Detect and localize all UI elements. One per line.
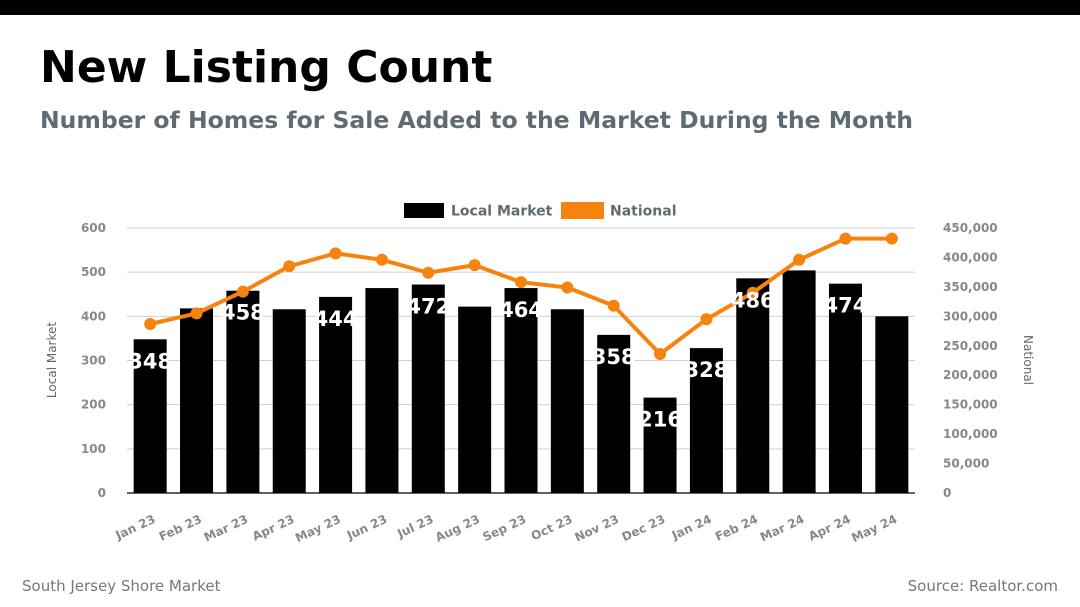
national-point — [700, 313, 713, 326]
x-tick-label: Jan 23 — [113, 512, 158, 543]
x-tick-label: Apr 24 — [806, 512, 852, 544]
y-right-tick-label: 250,000 — [943, 339, 998, 353]
x-tick-label: Sep 23 — [480, 512, 528, 544]
y-left-tick-label: 100 — [81, 442, 106, 456]
bar-data-label: 464 — [499, 298, 543, 322]
x-tick-label: Feb 24 — [713, 512, 760, 544]
y-right-tick-label: 450,000 — [943, 221, 998, 235]
x-tick-label: Mar 24 — [758, 512, 806, 544]
x-tick-label: Jun 23 — [344, 512, 389, 543]
national-point — [375, 253, 388, 266]
bar-data-label: 358 — [592, 345, 636, 369]
bar — [828, 283, 862, 493]
bar — [226, 290, 260, 493]
bar — [504, 288, 538, 493]
y-right-tick-label: 400,000 — [943, 250, 998, 264]
bar — [365, 288, 399, 493]
national-point — [607, 299, 620, 312]
y-right-tick-label: 50,000 — [943, 457, 989, 471]
bar — [411, 284, 445, 493]
y-left-tick-label: 300 — [81, 354, 106, 368]
bar — [643, 397, 677, 493]
page-title: New Listing Count — [40, 42, 493, 93]
national-point — [746, 286, 759, 299]
bar — [180, 308, 214, 493]
national-point — [190, 307, 203, 320]
national-point — [654, 348, 667, 361]
x-tick-label: Apr 23 — [250, 512, 296, 544]
y-right-tick-label: 200,000 — [943, 368, 998, 382]
national-point — [468, 259, 481, 272]
x-tick-label: Mar 23 — [202, 512, 250, 544]
x-tick-label: Jul 23 — [394, 512, 435, 541]
legend-swatch-local — [404, 203, 444, 218]
bar — [458, 306, 492, 493]
national-point — [839, 232, 852, 245]
y-right-axis-title: National — [1021, 335, 1035, 385]
legend-label-national: National — [610, 204, 677, 220]
national-point — [515, 276, 527, 289]
source-credit: Source: Realtor.com — [907, 577, 1058, 595]
national-point — [561, 281, 574, 294]
x-tick-label: Jan 24 — [669, 512, 714, 543]
bar — [272, 309, 306, 493]
x-tick-label: Dec 23 — [620, 512, 668, 544]
bar — [550, 309, 584, 493]
national-point — [422, 266, 435, 279]
national-point — [329, 247, 342, 260]
y-right-tick-label: 100,000 — [943, 427, 998, 441]
y-right-tick-label: 350,000 — [943, 280, 998, 294]
bar-data-label: 474 — [824, 294, 868, 318]
bar-data-label: 328 — [684, 358, 728, 382]
national-point — [283, 260, 296, 273]
legend-label-local: Local Market — [451, 204, 553, 220]
x-tick-label: May 23 — [293, 512, 343, 545]
x-tick-label: Aug 23 — [433, 512, 482, 545]
national-point — [236, 285, 249, 298]
x-tick-label: May 24 — [849, 512, 899, 545]
national-point — [144, 317, 157, 330]
bar — [736, 278, 770, 493]
x-tick-label: Feb 23 — [157, 512, 204, 544]
y-left-axis-title: Local Market — [45, 322, 59, 398]
y-right-tick-label: 300,000 — [943, 309, 998, 323]
y-left-tick-label: 0 — [98, 486, 106, 500]
page-subtitle: Number of Homes for Sale Added to the Ma… — [40, 106, 913, 134]
bar-data-label: 458 — [221, 301, 265, 325]
bar — [133, 339, 167, 493]
y-left-tick-label: 400 — [81, 309, 106, 323]
legend-swatch-national — [561, 202, 604, 219]
y-left-tick-label: 600 — [81, 221, 106, 235]
bar-data-label: 472 — [406, 295, 450, 319]
y-right-tick-label: 0 — [943, 486, 951, 500]
y-left-tick-label: 200 — [81, 398, 106, 412]
national-point — [793, 253, 806, 266]
y-right-tick-label: 150,000 — [943, 398, 998, 412]
bar-data-label: 216 — [638, 408, 682, 432]
national-point — [885, 232, 898, 245]
top-bar — [0, 0, 1080, 15]
x-tick-label: Nov 23 — [572, 512, 621, 545]
y-left-tick-label: 500 — [81, 265, 106, 279]
bar — [597, 334, 631, 493]
bar-data-label: 486 — [731, 288, 775, 312]
bar — [875, 316, 909, 493]
bar-data-label: 348 — [128, 349, 172, 373]
x-tick-label: Oct 23 — [529, 512, 575, 543]
bar — [782, 270, 816, 493]
bar-data-label: 444 — [314, 307, 358, 331]
market-name: South Jersey Shore Market — [22, 577, 221, 595]
bar — [319, 296, 353, 493]
bar — [689, 348, 723, 493]
